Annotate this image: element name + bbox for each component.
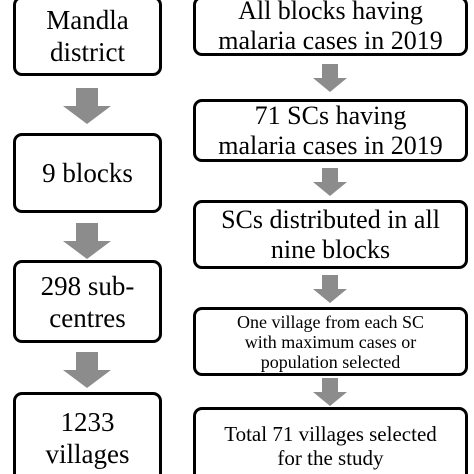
- down-arrow-icon: [63, 223, 111, 259]
- box-village-selection-label: One village from each SC with maximum ca…: [237, 311, 424, 372]
- box-total-villages: Total 71 villages selected for the study: [193, 407, 468, 474]
- box-blocks-with-malaria-label: All blocks having malaria cases in 2019: [218, 0, 443, 55]
- down-arrow-icon: [63, 352, 111, 388]
- box-blocks-with-malaria: All blocks having malaria cases in 2019: [193, 0, 468, 56]
- down-arrow-icon: [313, 64, 347, 92]
- down-arrow-icon: [313, 275, 347, 303]
- box-villages-label: 1233 villages: [45, 407, 130, 469]
- box-sub-centres-label: 298 sub- centres: [40, 270, 135, 333]
- box-village-selection: One village from each SC with maximum ca…: [193, 307, 468, 376]
- box-villages: 1233 villages: [13, 392, 162, 474]
- box-scs-distributed: SCs distributed in all nine blocks: [193, 200, 468, 269]
- box-scs-with-malaria-label: 71 SCs having malaria cases in 2019: [218, 100, 443, 160]
- down-arrow-icon: [313, 168, 347, 196]
- box-mandla-district-label: Mandla district: [46, 5, 129, 67]
- box-total-villages-label: Total 71 villages selected for the study: [224, 421, 437, 470]
- down-arrow-icon: [63, 88, 111, 124]
- box-sub-centres: 298 sub- centres: [13, 260, 162, 343]
- box-blocks-label: 9 blocks: [42, 158, 133, 188]
- box-scs-with-malaria: 71 SCs having malaria cases in 2019: [193, 99, 468, 162]
- box-scs-distributed-label: SCs distributed in all nine blocks: [221, 204, 440, 264]
- box-mandla-district: Mandla district: [13, 0, 162, 76]
- down-arrow-icon: [313, 378, 347, 406]
- box-blocks: 9 blocks: [13, 133, 162, 213]
